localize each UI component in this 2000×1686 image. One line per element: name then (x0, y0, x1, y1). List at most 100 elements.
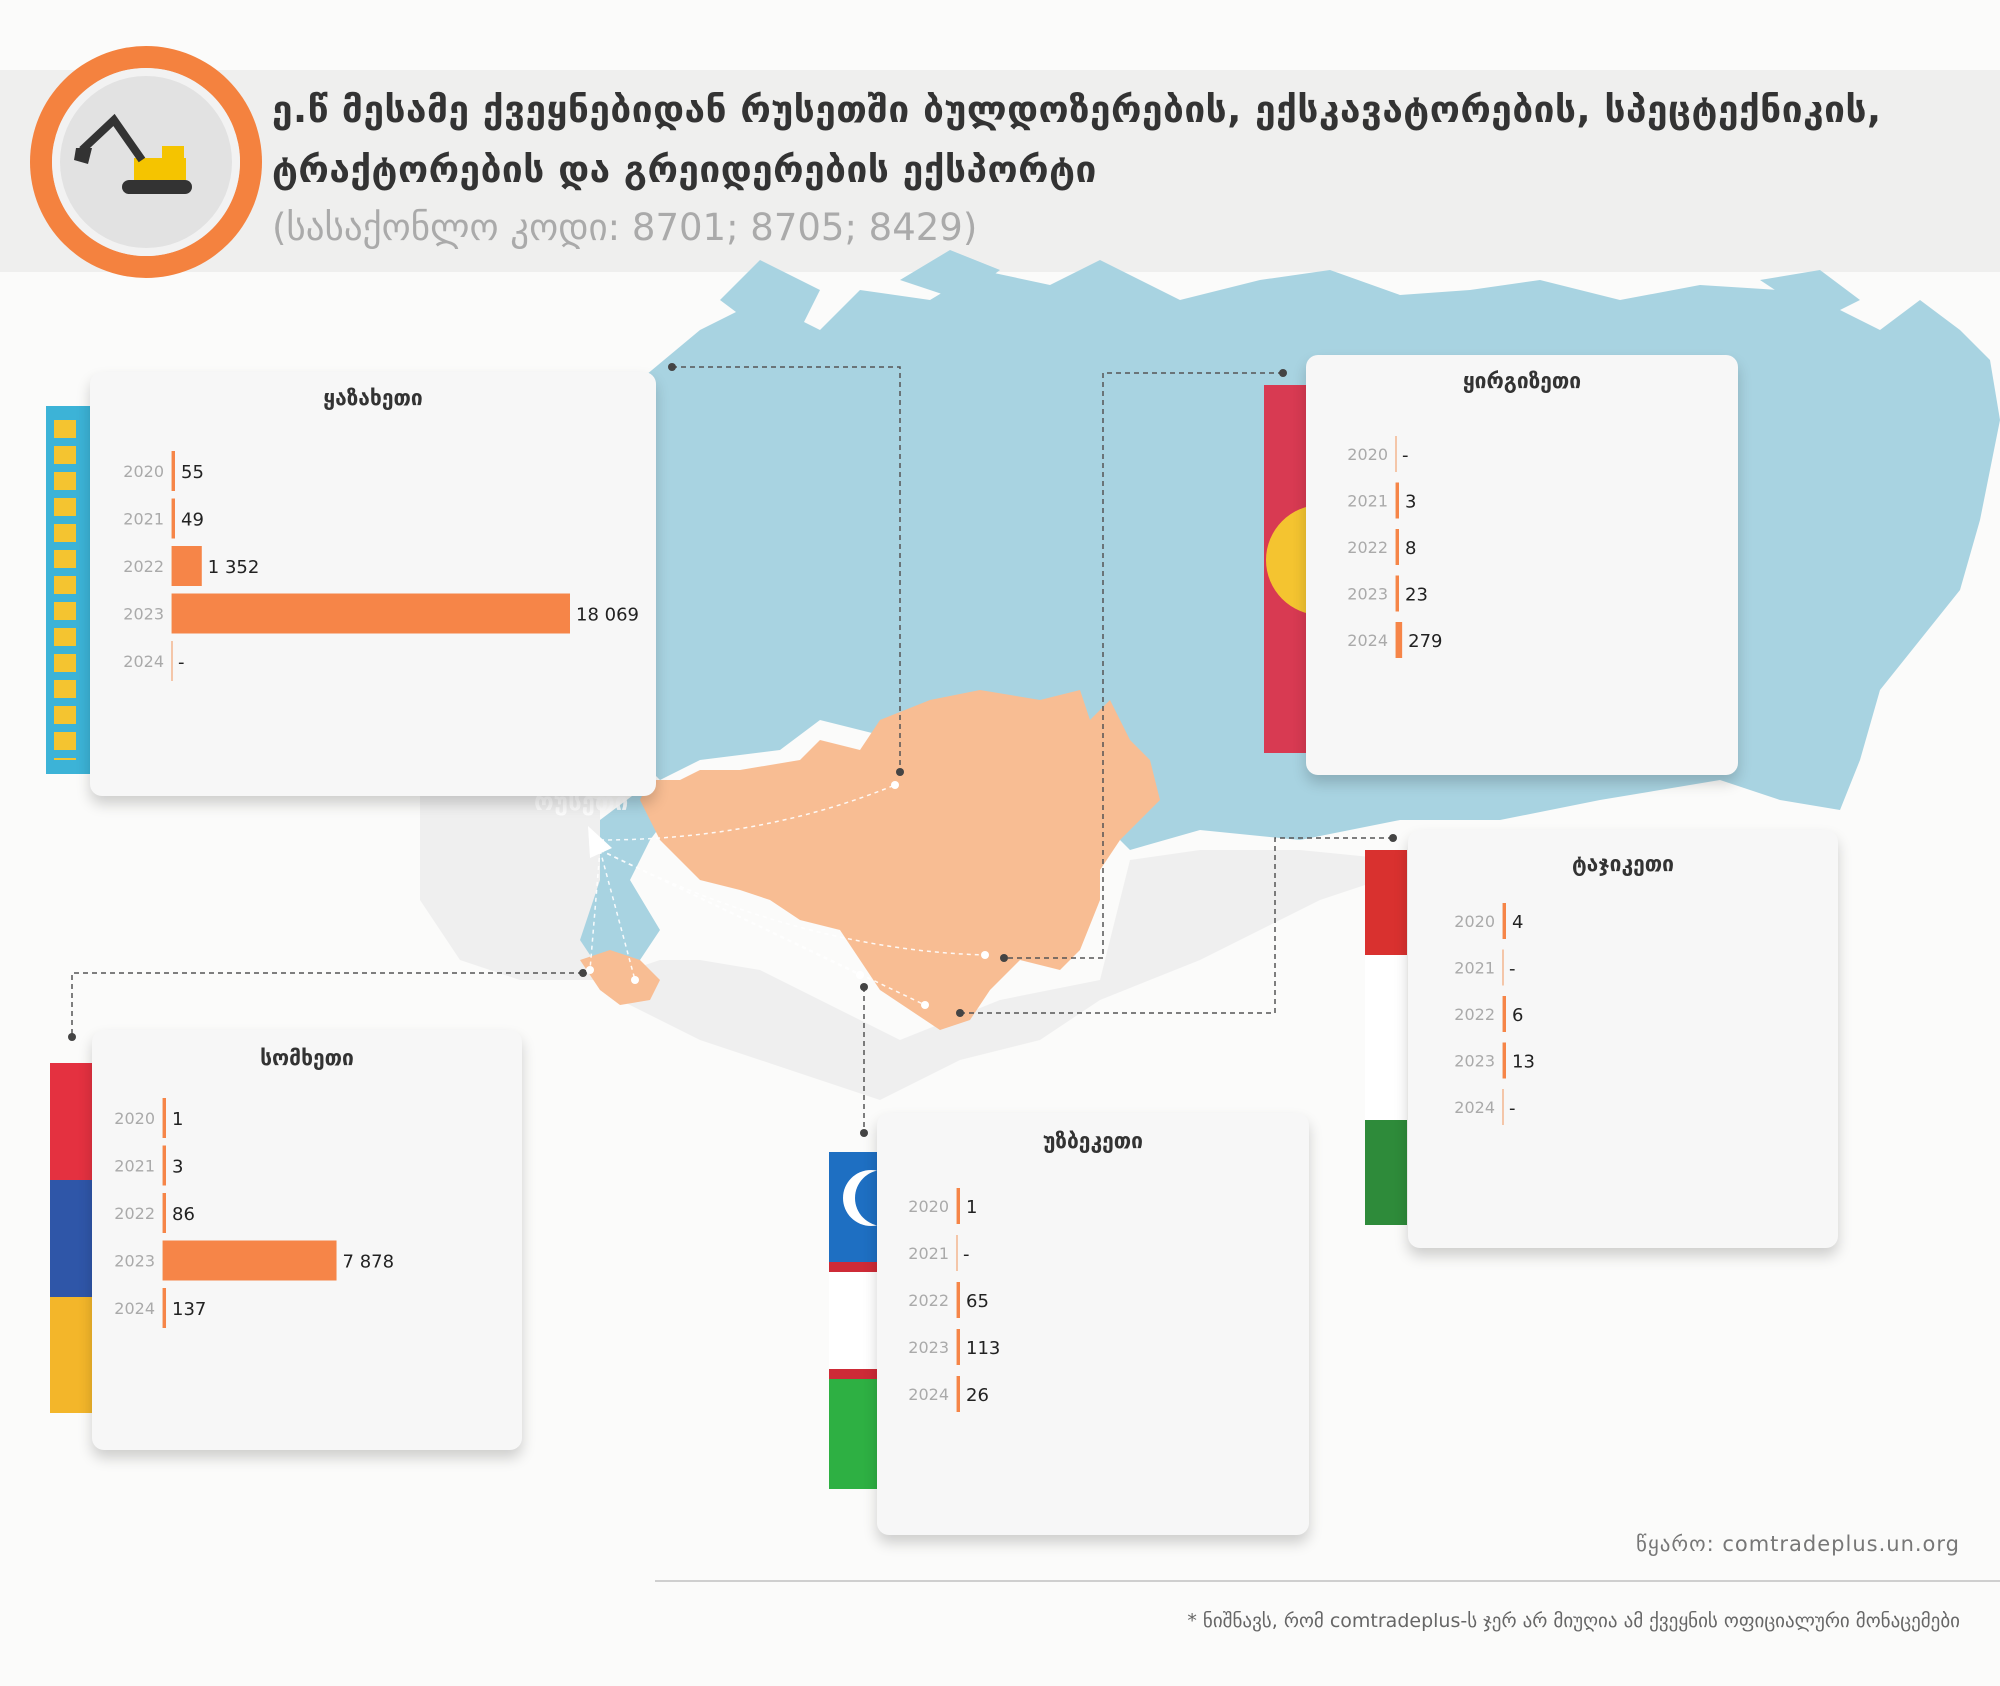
bar (163, 1098, 166, 1138)
card-title: უზბეკეთი (1042, 1129, 1143, 1153)
data-label: 65 (966, 1291, 989, 1312)
data-label: 18 069 (576, 605, 639, 626)
land-south (420, 760, 1400, 1100)
connectors (71, 366, 1393, 1133)
data-label: - (1509, 959, 1516, 980)
data-label: 13 (1512, 1052, 1535, 1073)
data-label: 137 (172, 1299, 206, 1320)
kazakh-ornament-icon (54, 420, 76, 760)
tick-label-year: 2022 (1454, 1005, 1495, 1024)
excavator-icon (74, 113, 192, 194)
card-title: ტაჯიკეთი (1571, 852, 1675, 876)
russia-arrow (588, 826, 612, 858)
bar (957, 1188, 960, 1224)
data-label: 113 (966, 1338, 1000, 1359)
data-label: - (963, 1244, 970, 1265)
tick-label-year: 2024 (908, 1385, 949, 1404)
bar (1396, 575, 1399, 612)
sun-icon (1266, 505, 1308, 615)
bar (957, 1282, 960, 1318)
tick-label-year: 2023 (114, 1252, 155, 1271)
flag-kyrgyzstan (1264, 385, 1308, 753)
bar (1503, 996, 1506, 1032)
footnote: * ნიშნავს, რომ comtradeplus-ს ჯერ არ მიუ… (1187, 1610, 1960, 1632)
bar (163, 1288, 167, 1328)
bar (1396, 529, 1399, 565)
bar (172, 451, 175, 491)
data-label: 4 (1512, 912, 1523, 933)
data-label: 6 (1512, 1005, 1523, 1026)
bar-chart-uzbekistan: 2020 1 2021 - 2022 65 2023 113 2024 26 (908, 1188, 1000, 1412)
data-label: 1 (172, 1109, 183, 1130)
tick-label-year: 2023 (123, 605, 164, 624)
data-label: 1 (966, 1197, 977, 1218)
central-asia-region (640, 690, 1160, 1030)
source-note: წყარო: comtradeplus.un.org (1635, 1532, 1960, 1556)
data-label: 86 (172, 1204, 195, 1225)
caucasus-region (580, 950, 660, 1005)
data-label: 1 352 (208, 557, 260, 578)
tick-label-year: 2024 (123, 652, 164, 671)
flag-tajikistan (1365, 850, 1407, 1225)
tick-label-year: 2024 (1454, 1098, 1495, 1117)
tick-label-year: 2022 (1347, 538, 1388, 557)
bar (163, 1145, 166, 1186)
card-kyrgyzstan: ყირგიზეთი 2020- 2021 3 2022 8 2023 23 2024 279 (1306, 355, 1738, 775)
bar (957, 1376, 960, 1412)
tick-label-year: 2022 (908, 1291, 949, 1310)
bar (172, 593, 570, 634)
bar (1396, 622, 1403, 658)
tick-label-year: 2021 (1454, 959, 1495, 978)
data-label: 23 (1405, 585, 1428, 606)
card-uzbekistan: უზბეკეთი 2020 1 2021- 2022 65 2023 113 2024 26 (877, 1113, 1309, 1535)
data-label: 279 (1408, 631, 1442, 652)
header-band (0, 70, 2000, 272)
flag-kazakhstan (46, 406, 90, 774)
tick-label-year: 2022 (123, 557, 164, 576)
page-title: ე.წ მესამე ქვეყნებიდან რუსეთში ბულდოზერე… (272, 88, 1882, 131)
tick-label-year: 2024 (1347, 631, 1388, 650)
tick-label-year: 2020 (114, 1109, 155, 1128)
tick-label-year: 2023 (1347, 585, 1388, 604)
bar (172, 498, 175, 539)
tick-label-year: 2020 (1454, 912, 1495, 931)
tick-label-year: 2020 (1347, 445, 1388, 464)
data-label: - (1402, 445, 1409, 466)
bar (163, 1240, 337, 1281)
bar (1396, 482, 1399, 519)
tick-label-year: 2023 (908, 1338, 949, 1357)
tick-label-year: 2020 (908, 1197, 949, 1216)
tick-label-year: 2021 (123, 510, 164, 529)
tick-label-year: 2023 (1454, 1052, 1495, 1071)
card-tajikistan: ტაჯიკეთი 2020 4 2021-2022 6 2023 13 2024- (1408, 830, 1838, 1248)
data-label: 26 (966, 1385, 989, 1406)
tick-label-year: 2021 (114, 1157, 155, 1176)
data-label: 49 (181, 510, 204, 531)
bar-chart-kazakhstan: 2020 55 2021 49 2022 1 352 2023 18 069 2024- (123, 451, 639, 681)
page-title-line2: ტრაქტორების და გრეიდერების ექსპორტი (272, 148, 1097, 191)
divider (655, 1580, 2000, 1582)
bar (172, 546, 202, 586)
sea-north (720, 250, 1860, 330)
tick-label-year: 2024 (114, 1299, 155, 1318)
bar (163, 1193, 166, 1233)
data-label: 8 (1405, 538, 1416, 559)
data-label: 3 (1405, 492, 1416, 513)
logo (30, 46, 262, 278)
route-dots (586, 781, 989, 1009)
data-label: 55 (181, 462, 204, 483)
card-armenia: სომხეთი 2020 1 2021 3 2022 86 2023 7 878 2024 137 (92, 1030, 522, 1450)
trade-routes (589, 784, 986, 1006)
page-subtitle: (სასაქონლო კოდი: 8701; 8705; 8429) (272, 206, 978, 249)
data-label: - (1509, 1098, 1516, 1119)
data-label: 7 878 (343, 1252, 395, 1273)
flag-uzbekistan (829, 1152, 877, 1489)
tick-label-year: 2021 (1347, 492, 1388, 511)
bar (1503, 903, 1506, 939)
connector-dots (68, 363, 1397, 1137)
bar (957, 1329, 960, 1365)
card-title: სომხეთი (260, 1046, 354, 1070)
tick-label-year: 2020 (123, 462, 164, 481)
tick-label-year: 2021 (908, 1244, 949, 1263)
